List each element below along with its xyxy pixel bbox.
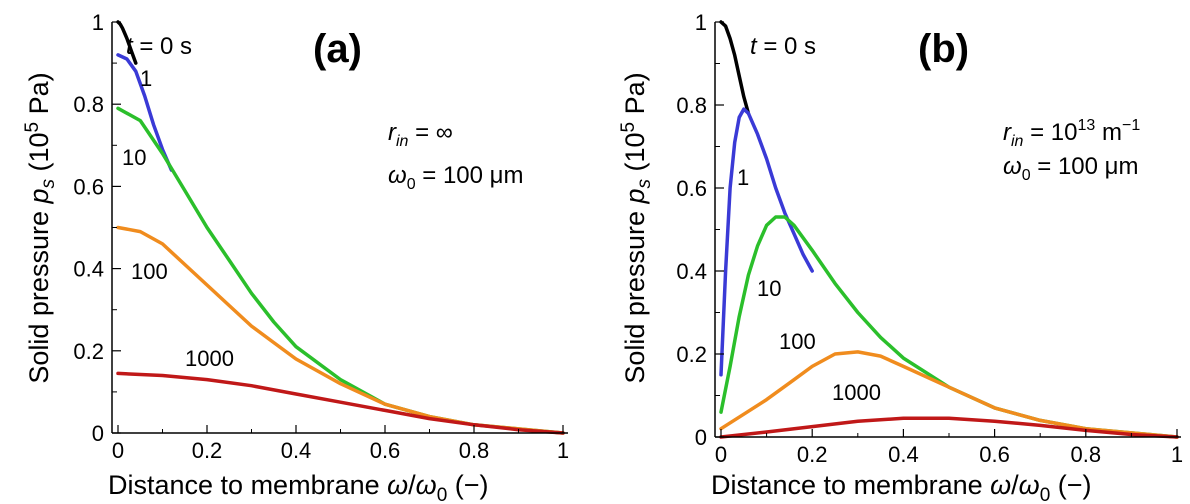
annotation-omega0-a: ω0 = 100 μm [388,162,524,193]
ticks-a: 0 0.2 0.4 0.6 0.8 100.20.40.60.81 [73,10,569,463]
y-tick-label-b-1: 0.2 [676,342,707,367]
curve-label-1-b: 1 [737,165,749,190]
x-axis-title-a: Distance to membrane ω/ω0 (−) [108,470,489,504]
curve-label-1000-a: 1000 [185,346,234,371]
x-tick-label-a-5: 1 [557,438,569,463]
y-tick-label-a-1: 0.2 [73,339,104,364]
curve-label-1000-b: 1000 [832,380,881,405]
curve-label-10-b: 10 [757,276,781,301]
x-axis-title-b: Distance to membrane ω/ω0 (−) [711,470,1092,504]
y-tick-label-a-2: 0.4 [73,257,104,282]
time-label-a: t = 0 s [126,33,192,60]
x-tick-label-b-4: 0.8 [1071,442,1102,467]
x-tick-label-b-1: 0.2 [797,442,828,467]
series-line-a-1 [116,53,174,172]
annotation-omega0-b: ω0 = 100 μm [1003,153,1139,184]
curve-label-10-a: 10 [122,145,146,170]
panel-a: 0 0.2 0.4 0.6 0.8 100.20.40.60.81 (a) t = 0 s… [22,10,569,504]
series-line-a-4 [116,371,565,435]
x-tick-label-b-2: 0.4 [888,442,919,467]
y-axis-title-b: Solid pressure ps (105 Pa) [618,72,655,383]
curves-a [116,20,565,435]
time-label-b: t = 0 s [750,33,816,60]
y-tick-label-a-5: 1 [92,10,104,35]
x-tick-label-a-0: 0 [112,438,124,463]
y-tick-label-b-3: 0.6 [676,176,707,201]
y-axis-title-a: Solid pressure ps (105 Pa) [22,72,59,383]
x-tick-label-a-2: 0.4 [281,438,312,463]
series-line-b-2 [719,215,1179,439]
panel-b: 0 0.2 0.4 0.6 0.8 100.20.40.60.81 (b) t = 0 s… [618,10,1183,504]
y-tick-label-b-5: 1 [695,10,707,35]
series-line-b-0 [719,20,751,116]
series-line-b-1 [719,107,814,377]
annotation-rin-b: rin = 1013 m−1 [1003,117,1140,150]
x-tick-label-a-4: 0.8 [459,438,490,463]
x-tick-label-b-5: 1 [1171,442,1183,467]
panel-label-b: (b) [918,27,969,71]
x-tick-label-b-0: 0 [715,442,727,467]
y-tick-label-a-0: 0 [92,421,104,446]
panel-label-a: (a) [313,27,362,71]
y-tick-label-b-0: 0 [695,425,707,450]
ticks-b: 0 0.2 0.4 0.6 0.8 100.20.40.60.81 [676,10,1183,467]
y-tick-label-b-2: 0.4 [676,259,707,284]
y-tick-label-b-4: 0.8 [676,93,707,118]
x-tick-label-a-1: 0.2 [192,438,223,463]
y-tick-label-a-4: 0.8 [73,92,104,117]
x-tick-label-b-3: 0.6 [979,442,1010,467]
curve-label-1-a: 1 [140,66,152,91]
y-tick-label-a-3: 0.6 [73,174,104,199]
series-line-b-3 [719,350,1179,439]
series-line-a-0 [116,20,138,65]
curves-b [719,20,1179,439]
annotation-rin-a: rin = ∞ [388,119,453,150]
series-line-b-4 [719,416,1179,439]
curve-label-100-a: 100 [131,259,168,284]
x-tick-label-a-3: 0.6 [370,438,401,463]
curve-label-100-b: 100 [779,329,816,354]
